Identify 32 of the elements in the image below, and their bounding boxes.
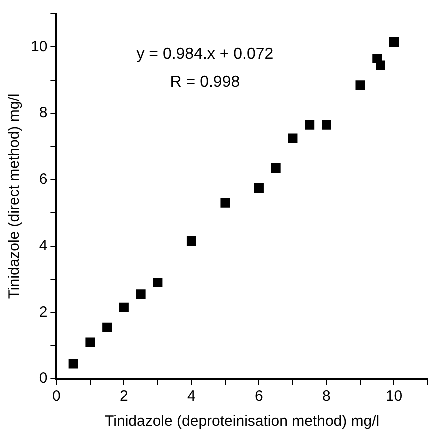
y-tick-label: 6 bbox=[39, 171, 48, 188]
x-tick-label: 4 bbox=[188, 388, 196, 406]
point bbox=[305, 120, 315, 130]
point bbox=[271, 164, 281, 174]
point bbox=[186, 236, 196, 246]
point bbox=[356, 80, 366, 90]
x-tick-label: 6 bbox=[255, 388, 264, 406]
point bbox=[68, 359, 78, 369]
x-tick-label: 2 bbox=[120, 388, 128, 406]
y-axis-title: Tinidazole (direct method) mg/l bbox=[6, 94, 24, 300]
y-tick-label: 8 bbox=[39, 104, 48, 122]
point bbox=[376, 60, 386, 70]
point bbox=[254, 183, 264, 193]
point bbox=[102, 322, 112, 332]
x-tick-label: 10 bbox=[386, 388, 403, 406]
x-tick-label: 8 bbox=[322, 388, 331, 406]
point bbox=[322, 120, 332, 130]
x-tick-label: 0 bbox=[52, 388, 61, 406]
x-axis-title: Tinidazole (deproteinisation method) mg/l bbox=[105, 413, 380, 430]
point bbox=[153, 278, 163, 288]
point bbox=[119, 302, 129, 312]
point bbox=[86, 338, 96, 348]
point bbox=[390, 37, 399, 47]
annotation: R = 0.998 bbox=[170, 74, 240, 91]
point bbox=[288, 134, 298, 144]
point bbox=[136, 290, 146, 300]
y-tick-label: 10 bbox=[30, 38, 48, 56]
annotation: y = 0.984.x + 0.072 bbox=[136, 46, 274, 63]
point bbox=[220, 198, 230, 208]
y-tick-label: 4 bbox=[39, 237, 48, 254]
y-tick-label: 0 bbox=[39, 370, 48, 388]
y-tick-label: 2 bbox=[39, 304, 48, 321]
